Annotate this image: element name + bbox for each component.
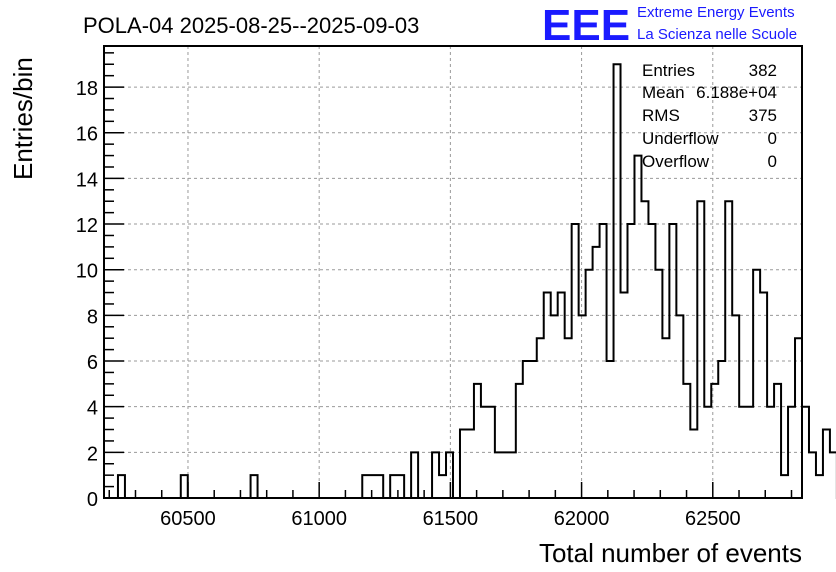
stat-entries-value: 382 <box>749 61 777 80</box>
x-tick-labels: 60500 61000 61500 62000 62500 <box>160 508 740 530</box>
x-tick-label: 61500 <box>423 508 479 530</box>
logo-line-1: Extreme Energy Events <box>637 4 795 21</box>
y-tick-label: 10 <box>76 261 98 283</box>
plot-frame <box>103 45 803 499</box>
x-tick-label: 60500 <box>160 508 216 530</box>
eee-logo: EEE Extreme Energy Events La Scienza nel… <box>542 1 797 50</box>
y-tick-label: 14 <box>76 169 98 191</box>
stat-entries-label: Entries <box>642 61 695 80</box>
axis-ticks <box>104 52 793 499</box>
x-axis-title: Total number of events <box>539 538 802 568</box>
stat-mean-label: Mean <box>642 83 685 102</box>
x-tick-label: 61000 <box>291 508 347 530</box>
y-axis-title: Entries/bin <box>8 57 38 180</box>
y-tick-label: 6 <box>87 352 98 374</box>
y-tick-label: 2 <box>87 443 98 465</box>
stat-underflow-value: 0 <box>768 129 777 148</box>
histogram-series-line <box>104 63 836 499</box>
stat-overflow-label: Overflow <box>642 152 710 171</box>
stat-rms-value: 375 <box>749 106 777 125</box>
y-tick-label: 16 <box>76 124 98 146</box>
eee-logo-mark: EEE <box>542 1 630 50</box>
y-tick-labels: 0 2 4 6 8 10 12 14 16 18 <box>76 78 98 511</box>
x-tick-label: 62500 <box>685 508 741 530</box>
y-tick-label: 0 <box>87 489 98 511</box>
stat-mean-value: 6.188e+04 <box>696 83 777 102</box>
stat-rms-label: RMS <box>642 106 680 125</box>
stat-underflow-label: Underflow <box>642 129 719 148</box>
y-tick-label: 18 <box>76 78 98 100</box>
y-tick-label: 12 <box>76 215 98 237</box>
y-tick-label: 8 <box>87 306 98 328</box>
x-tick-label: 62000 <box>554 508 610 530</box>
chart-title: POLA-04 2025-08-25--2025-09-03 <box>83 13 419 38</box>
stat-overflow-value: 0 <box>768 152 777 171</box>
y-tick-label: 4 <box>87 398 98 420</box>
grid-lines <box>104 46 802 498</box>
logo-line-2: La Scienza nelle Scuole <box>637 26 797 43</box>
stats-box: Entries 382 Mean 6.188e+04 RMS 375 Under… <box>642 61 777 171</box>
